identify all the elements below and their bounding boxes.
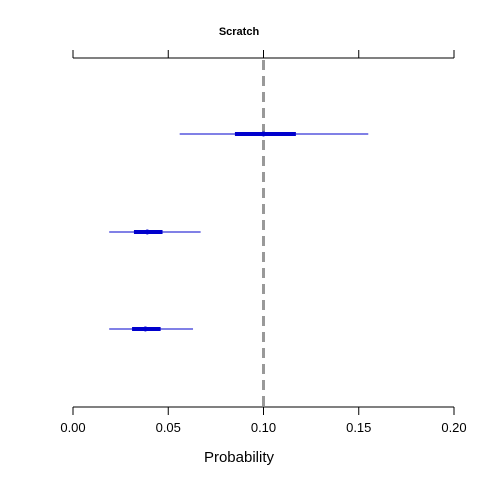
x-tick-label-4: 0.20	[441, 420, 466, 435]
x-tick-label-3: 0.15	[346, 420, 371, 435]
chart-title: Scratch	[219, 26, 260, 38]
x-tick-label-2: 0.10	[251, 420, 276, 435]
interval-layer	[109, 131, 369, 332]
interval-point-2	[142, 326, 148, 332]
x-tick-label-1: 0.05	[156, 420, 181, 435]
interval-point-0	[261, 131, 266, 137]
x-tick-label-0: 0.00	[60, 420, 85, 435]
x-axis-label: Probability	[204, 449, 275, 466]
bottom-axis: 0.00 0.05 0.10 0.15 0.20	[60, 406, 467, 435]
top-axis	[72, 50, 455, 59]
interval-point-1	[144, 229, 150, 235]
